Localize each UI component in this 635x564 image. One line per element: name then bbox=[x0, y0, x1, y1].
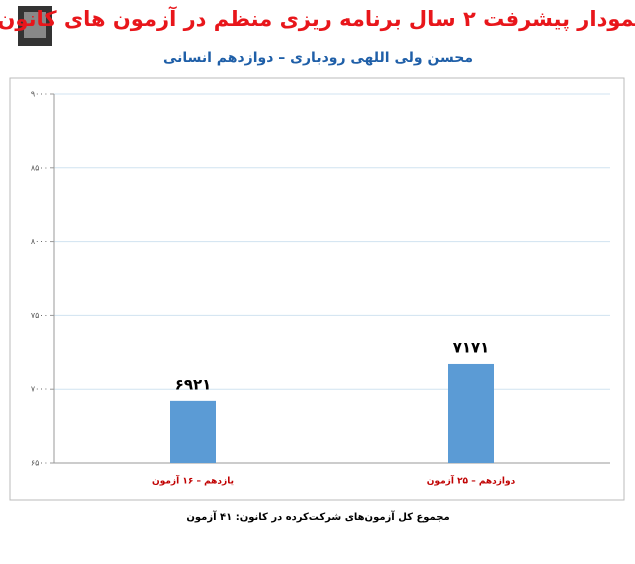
y-tick-label: ۸۰۰۰ bbox=[31, 237, 48, 246]
x-axis-label: مجموع کل آزمون‌های شرکت‌کرده در کانون: ۴… bbox=[186, 510, 449, 523]
y-tick-label: ۹۰۰۰ bbox=[31, 90, 48, 99]
bar bbox=[170, 400, 216, 463]
y-tick-label: ۸۵۰۰ bbox=[31, 163, 48, 172]
x-tick-label: یازدهم – ۱۶ آزمون bbox=[152, 475, 234, 487]
y-tick-label: ۷۰۰۰ bbox=[31, 385, 48, 394]
x-tick-label: دوازدهم – ۲۵ آزمون bbox=[427, 475, 516, 487]
data-label: ۷۱۷۱ bbox=[453, 338, 490, 356]
chart-subtitle: محسن ولی اللهی رودباری – دوازدهم انسانی bbox=[163, 50, 473, 66]
y-tick-label: ۶۵۰۰ bbox=[31, 459, 48, 468]
logo bbox=[18, 6, 52, 46]
chart-frame bbox=[9, 77, 625, 501]
y-tick-label: ۷۵۰۰ bbox=[31, 311, 48, 320]
chart-title: نمودار پیشرفت ۲ سال برنامه ریزی منظم در … bbox=[0, 6, 635, 31]
data-label: ۶۹۲۱ bbox=[175, 375, 212, 393]
bar bbox=[448, 363, 494, 463]
